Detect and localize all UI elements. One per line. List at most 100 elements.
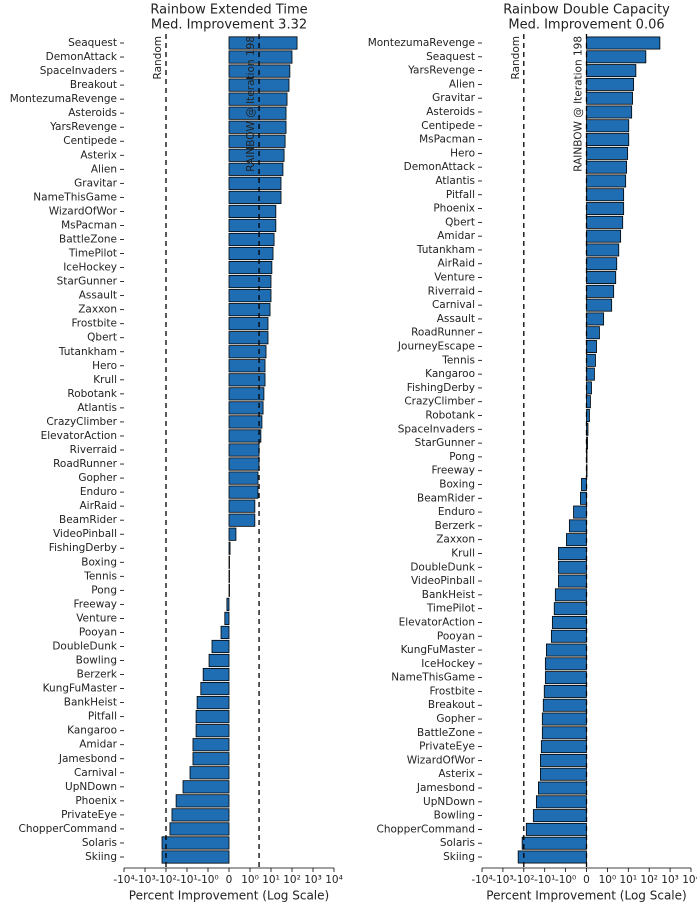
bar [586,326,600,340]
y-tick-label: Krull [451,547,475,559]
x-tick-label: -10⁰ [555,874,576,886]
bar [541,726,587,740]
y-tick-label: Breakout [70,79,117,91]
bar [545,643,587,657]
y-tick-label: YarsRevenge [407,65,475,77]
y-tick-label: MsPacman [419,134,475,146]
bar [517,850,587,864]
bar [228,120,287,134]
y-tick-label: Bowling [76,655,117,667]
bar [586,64,637,78]
y-tick-label: Venture [76,612,117,624]
y-tick-label: SpaceInvaders [398,423,475,435]
y-tick-label: DemonAttack [404,161,476,173]
x-tick-label: 10⁰ [241,874,259,886]
y-tick-label: WizardOfWor [49,205,118,217]
y-tick-label: ElevatorAction [41,430,117,442]
bar [586,133,630,147]
bar [228,513,256,527]
bar [192,752,230,766]
y-tick-label: Pitfall [446,189,475,201]
bar [586,160,628,174]
bar [540,740,587,754]
bar [228,92,288,106]
bar [566,533,587,547]
y-tick-label: Hero [92,360,117,372]
y-tick-label: VideoPinball [53,528,117,540]
y-tick-label: Jamesbond [58,753,117,765]
y-tick-label: FishingDerby [407,382,475,394]
y-tick-label: Seaquest [68,37,117,49]
y-tick-label: Riverraid [70,444,117,456]
bar [586,422,589,436]
x-tick-label: 10³ [661,874,679,886]
bar [543,684,587,698]
y-tick-label: Centipede [421,120,475,132]
bar [586,36,661,50]
bar [171,808,230,822]
y-tick-label: AirRaid [438,258,476,270]
bar [208,653,230,668]
bar [544,671,587,685]
y-tick-label: Enduro [80,486,117,498]
y-tick-label: Kangaroo [425,368,475,380]
bar [554,588,587,602]
bar [586,353,596,367]
y-tick-label: Freeway [431,465,475,477]
x-tick-label: -10³ [492,874,513,886]
bar [228,317,269,331]
bar [228,401,264,415]
bar [586,312,605,326]
y-tick-label: Berzerk [77,669,118,681]
y-tick-label: Robotank [425,410,476,422]
y-tick-label: MontezumaRevenge [10,93,117,105]
y-tick-label: UpNDown [423,796,475,808]
y-tick-label: TimePilot [426,603,475,615]
bar [228,429,262,443]
bar [182,780,230,794]
y-tick-label: ElevatorAction [399,616,475,628]
y-tick-label: RoadRunner [53,458,118,470]
y-tick-label: KungFuMaster [401,644,476,656]
y-tick-label: ChopperCommand [19,823,117,835]
y-tick-label: BankHeist [64,697,117,709]
x-tick-label: -10¹ [176,874,197,886]
annotation: RAINBOW @ Iteration 198 [573,36,585,172]
y-tick-label: Phoenix [75,795,117,807]
bar [228,583,230,597]
y-tick-label: IceHockey [63,262,117,274]
y-tick-label: Boxing [81,556,117,568]
y-tick-label: PrivateEye [419,741,475,753]
annotation: Random [152,36,164,79]
y-tick-label: Enduro [438,506,475,518]
bar [586,105,633,119]
bar [161,836,230,850]
y-tick-label: StarGunner [415,437,476,449]
y-tick-label: Amidar [437,230,475,242]
y-tick-label: Pong [91,584,117,596]
y-tick-label: Atlantis [77,402,117,414]
bar [224,611,230,625]
bar [568,519,587,533]
bar [228,541,231,555]
y-tick-label: Qbert [445,216,475,228]
bar [532,809,587,823]
bar [586,271,617,285]
x-tick-label: 10³ [304,874,322,886]
bar [535,795,587,809]
y-tick-label: YarsRevenge [49,121,117,133]
x-tick-label: -10² [155,874,176,886]
x-tick-label: -10⁰ [197,874,218,886]
bar [586,284,615,298]
y-tick-label: Boxing [439,478,475,490]
bar [586,381,592,395]
bar [228,499,256,513]
bar [228,260,273,275]
y-tick-label: JourneyEscape [397,341,475,353]
y-tick-label: Kangaroo [67,725,117,737]
y-tick-label: Qbert [87,332,117,344]
x-tick-label: 10² [640,874,658,886]
y-tick-label: Zaxxon [78,304,117,316]
chart-subtitle: Med. Improvement 3.32 [151,18,307,33]
